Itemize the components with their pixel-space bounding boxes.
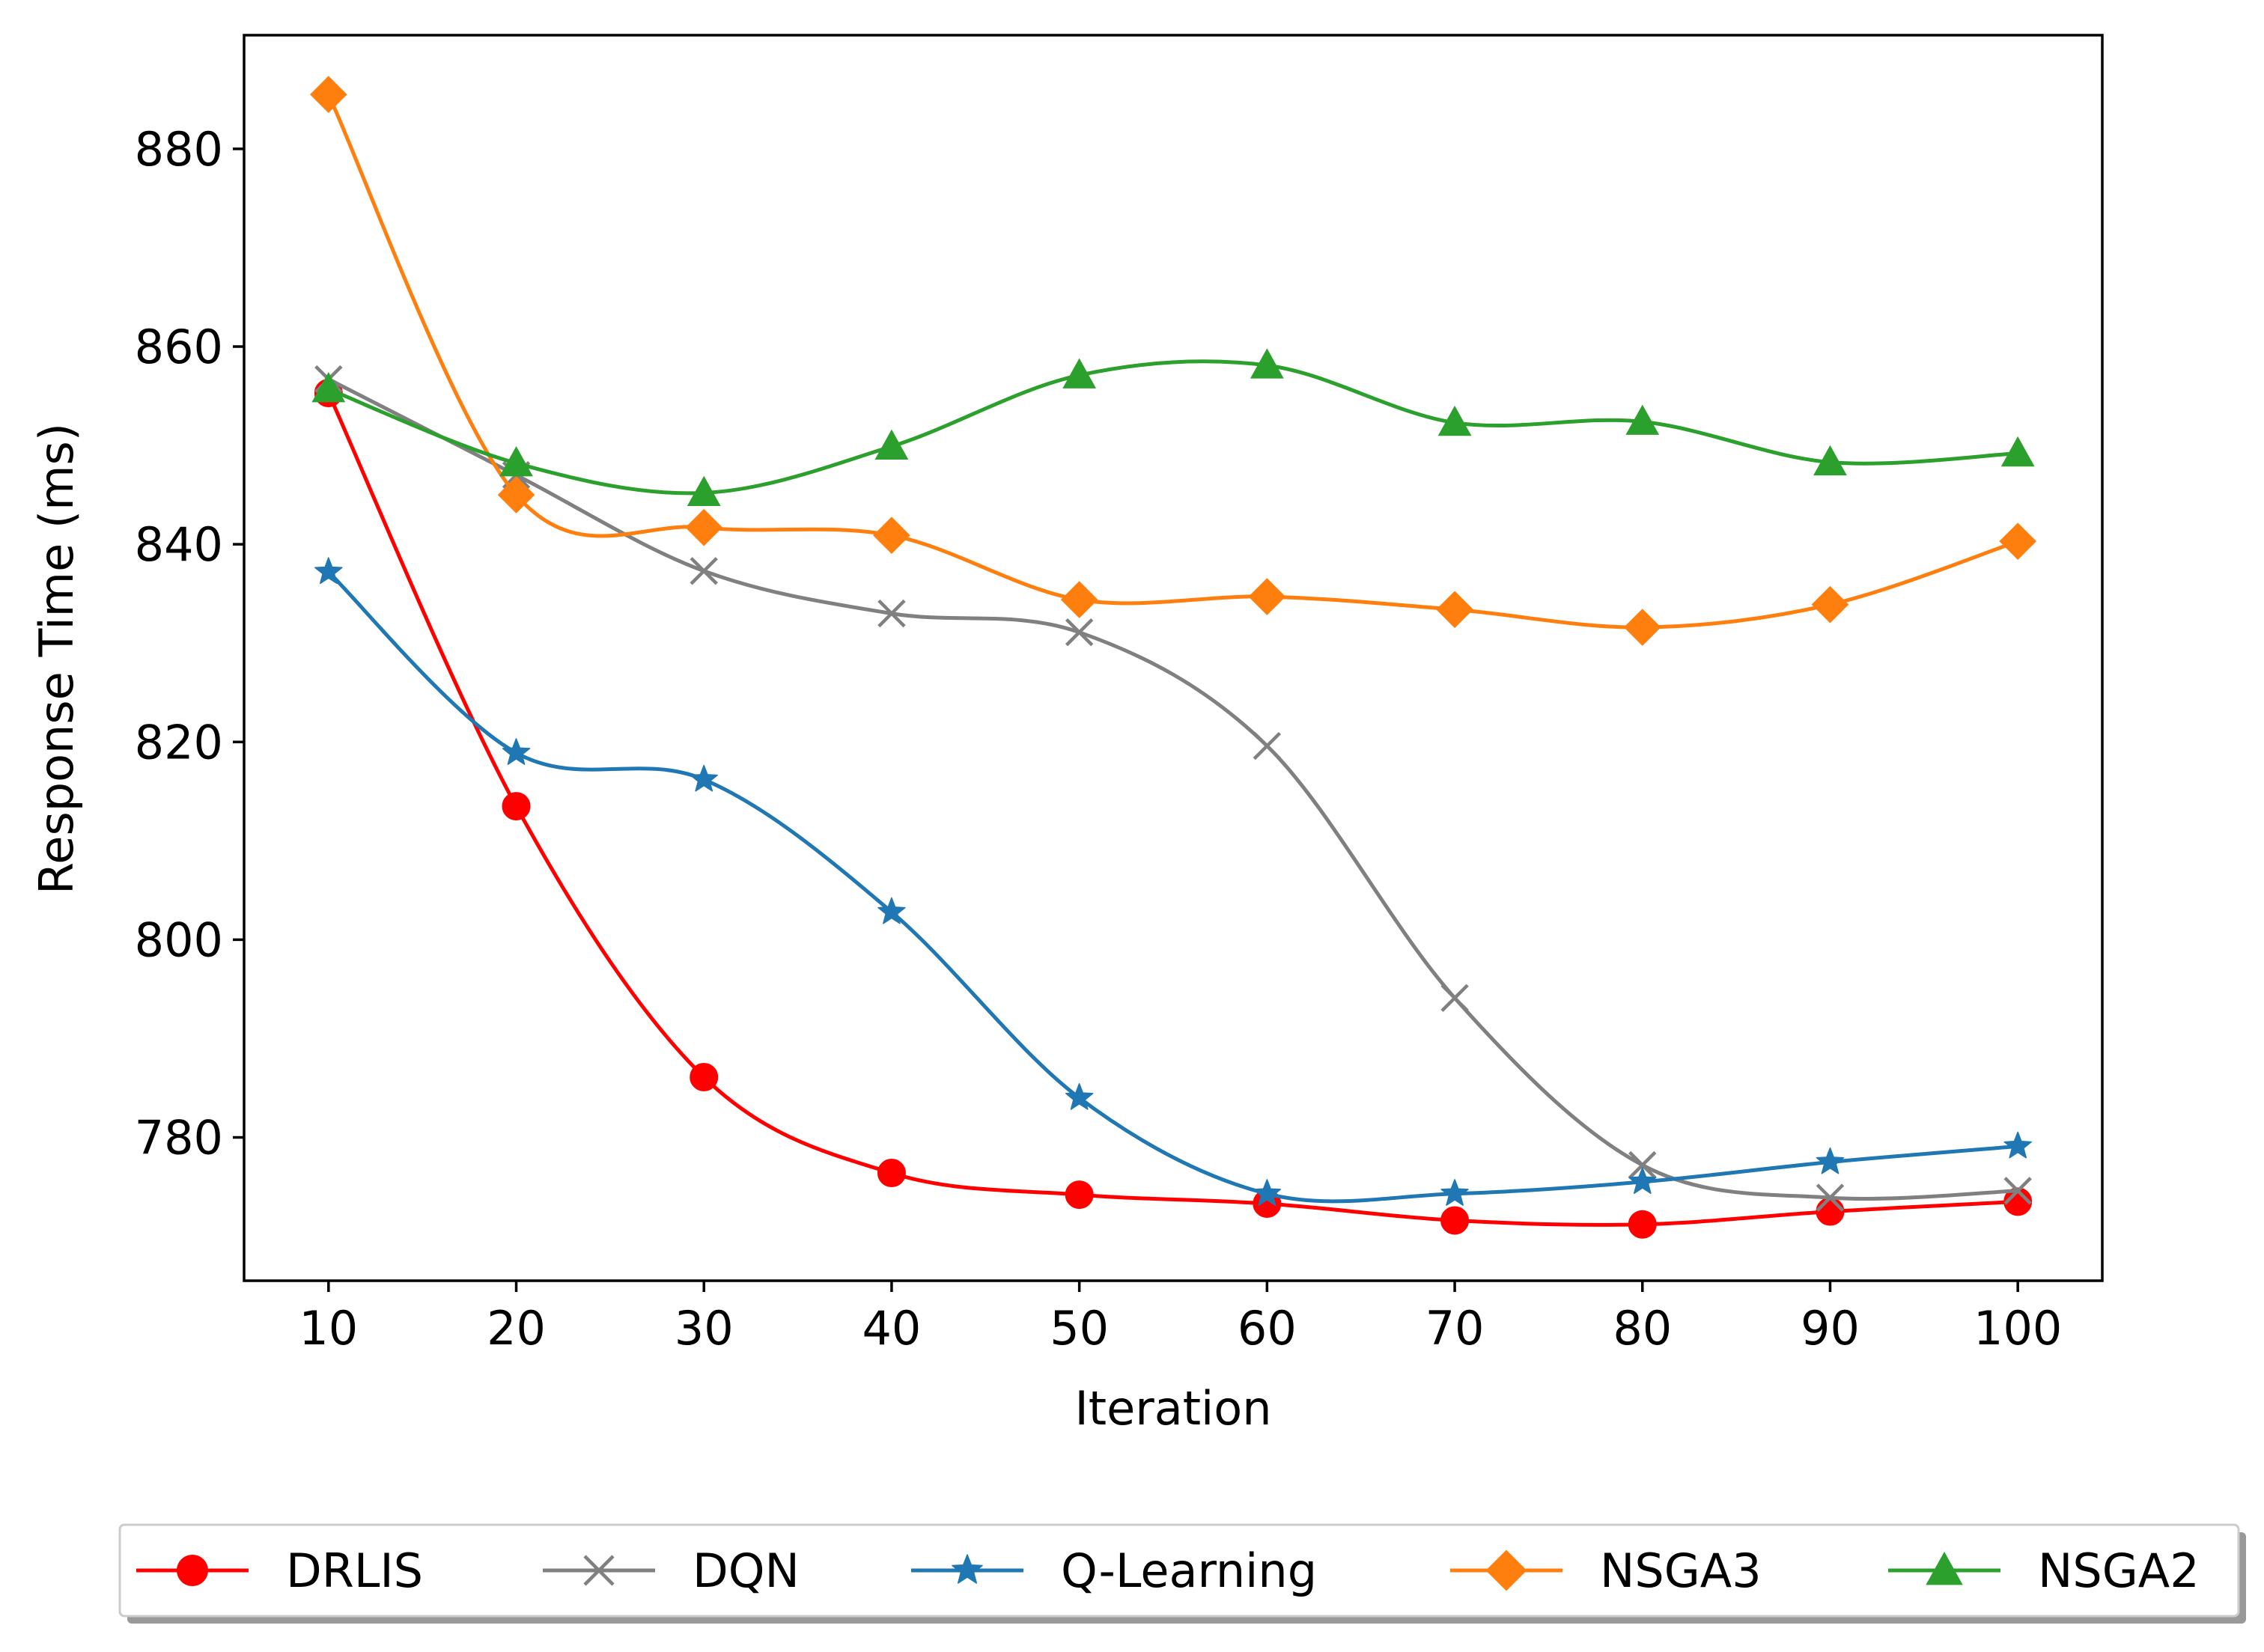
data-point-nsga3 — [1623, 609, 1661, 646]
data-point-nsga2 — [1625, 404, 1660, 435]
series-line-dqn — [326, 377, 2020, 1201]
y-axis-label: Response Time (ms) — [29, 423, 84, 894]
x-tick-label: 90 — [1801, 1301, 1860, 1356]
data-point-nsga2 — [1062, 358, 1097, 388]
data-point-drlis — [877, 1159, 906, 1188]
plot-frame — [243, 34, 2104, 1282]
x-tick-label: 70 — [1425, 1301, 1485, 1356]
legend-label: DQN — [693, 1543, 800, 1598]
y-tick-label: 820 — [135, 715, 223, 769]
legend-item-drlis: DRLIS — [136, 1543, 423, 1598]
data-point-nsga3 — [685, 508, 723, 546]
data-point-nsga2 — [499, 446, 533, 477]
data-point-nsga2 — [687, 475, 721, 507]
x-tick-label: 50 — [1050, 1301, 1109, 1356]
legend-label: DRLIS — [286, 1543, 423, 1598]
x-tick-label: 10 — [299, 1301, 358, 1356]
legend-item-nsga3: NSGA3 — [1450, 1543, 1762, 1598]
data-point-nsga3 — [1999, 522, 2036, 560]
y-tick-label: 840 — [135, 517, 223, 572]
x-axis-label: Iteration — [1075, 1381, 1272, 1436]
data-point-q-learning — [1628, 1167, 1657, 1194]
series-line-nsga2 — [326, 359, 2020, 496]
data-point-nsga3 — [1436, 591, 1473, 629]
data-point-nsga2 — [2000, 436, 2035, 467]
data-point-nsga2 — [311, 372, 346, 403]
legend-item-nsga2: NSGA2 — [1888, 1543, 2200, 1598]
data-point-nsga3 — [497, 476, 535, 513]
data-point-drlis — [1065, 1180, 1094, 1210]
data-point-drlis — [502, 792, 531, 821]
data-point-q-learning — [1253, 1179, 1282, 1206]
data-point-q-learning — [502, 738, 531, 765]
data-point-q-learning — [1065, 1083, 1094, 1110]
x-tick-label: 60 — [1238, 1301, 1297, 1356]
data-point-nsga3 — [310, 76, 347, 114]
legend-marker-nsga3 — [1485, 1549, 1527, 1591]
x-tick-label: 30 — [675, 1301, 734, 1356]
data-point-nsga3 — [1811, 585, 1849, 624]
data-point-nsga3 — [1248, 578, 1286, 615]
data-point-q-learning — [314, 557, 343, 585]
legend-item-q-learning: Q-Learning — [911, 1543, 1317, 1598]
data-point-dqn — [1816, 1183, 1845, 1212]
legend: DRLIS DQN Q-Learning NSGA3 NSGA2 — [118, 1523, 2246, 1624]
data-point-q-learning — [690, 764, 718, 792]
data-point-drlis — [690, 1062, 719, 1091]
series-q-learning — [314, 557, 2032, 1206]
data-point-dqn — [690, 557, 718, 585]
data-point-q-learning — [1816, 1147, 1845, 1174]
y-tick-label: 860 — [135, 320, 223, 374]
x-tick-label: 80 — [1613, 1301, 1672, 1356]
series-line-nsga3 — [326, 92, 2020, 630]
y-tick-label: 880 — [135, 122, 223, 177]
data-point-nsga3 — [1060, 581, 1098, 618]
legend-label: NSGA2 — [2038, 1543, 2200, 1598]
x-tick-label: 40 — [862, 1301, 921, 1356]
series-line-q-learning — [326, 570, 2020, 1204]
series-nsga2 — [311, 348, 2035, 507]
data-point-nsga2 — [1437, 405, 1472, 436]
data-point-dqn — [1440, 984, 1469, 1012]
series-nsga3 — [310, 76, 2036, 646]
data-point-drlis — [1628, 1210, 1657, 1239]
legend-marker-q-learning — [952, 1554, 983, 1584]
legend-box — [118, 1523, 2240, 1618]
data-point-drlis — [1440, 1206, 1470, 1235]
data-point-dqn — [1628, 1150, 1657, 1180]
data-point-dqn — [1253, 731, 1282, 761]
data-point-nsga2 — [1813, 445, 1847, 476]
legend-marker-nsga2 — [1926, 1551, 1963, 1585]
legend-marker-dqn — [583, 1555, 615, 1586]
data-point-q-learning — [1440, 1179, 1469, 1206]
x-tick-label: 100 — [1974, 1301, 2062, 1356]
data-point-q-learning — [877, 897, 906, 924]
data-point-drlis — [1816, 1197, 1845, 1226]
data-point-nsga2 — [1250, 348, 1284, 379]
data-point-nsga2 — [874, 429, 909, 460]
legend-marker-drlis — [177, 1555, 208, 1586]
data-point-drlis — [2003, 1187, 2033, 1216]
data-point-q-learning — [2003, 1131, 2032, 1159]
data-point-dqn — [2003, 1177, 2032, 1205]
data-point-dqn — [1065, 618, 1094, 647]
legend-label: Q-Learning — [1061, 1543, 1317, 1598]
axes: 10 20 30 40 50 60 70 80 90 100 780 800 820 840 860 880 — [135, 122, 2063, 1356]
x-tick-label: 20 — [487, 1301, 546, 1356]
legend-item-dqn: DQN — [543, 1543, 800, 1598]
legend-label: NSGA3 — [1600, 1543, 1762, 1598]
data-point-dqn — [877, 599, 906, 628]
y-tick-label: 780 — [135, 1111, 223, 1165]
plot-marks — [310, 76, 2036, 1239]
y-tick-label: 800 — [135, 912, 223, 967]
data-point-nsga3 — [873, 516, 910, 555]
